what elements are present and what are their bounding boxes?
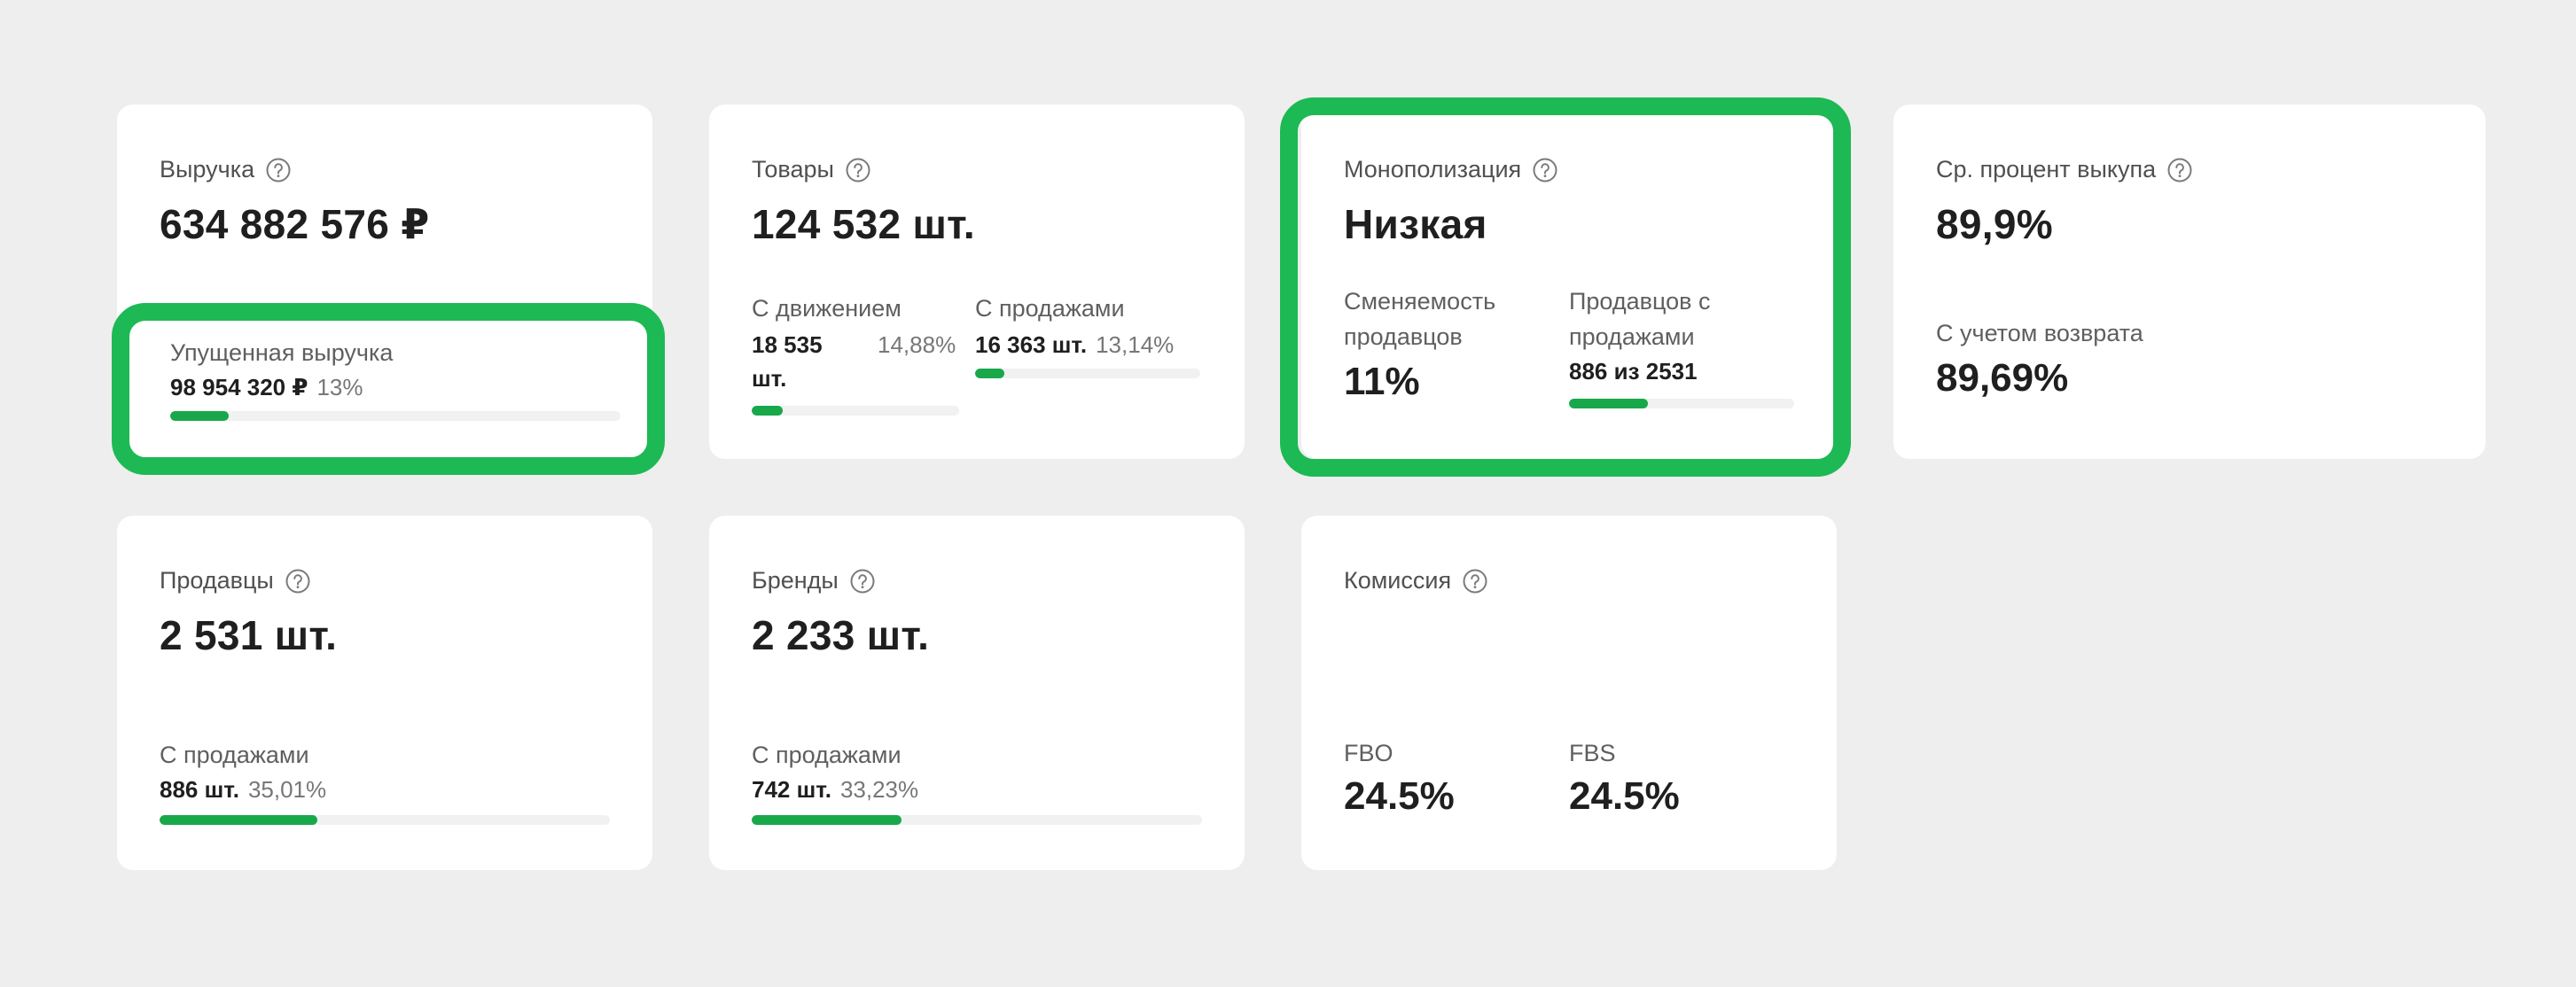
commission-title: Комиссия — [1344, 567, 1452, 594]
commission-card: Комиссия FBO 24.5% FBS 24.5% — [1301, 516, 1837, 870]
revenue-value: 634 882 576 ₽ — [160, 201, 430, 247]
help-icon[interactable] — [285, 568, 311, 595]
sellers-title-row: Продавцы — [160, 567, 311, 595]
revenue-title-row: Выручка — [160, 156, 292, 183]
goods-title-row: Товары — [752, 156, 871, 183]
brands-card: Бренды 2 233 шт. С продажами 742 шт. 33,2… — [709, 516, 1245, 870]
goods-sales-progress — [975, 369, 1200, 378]
goods-value: 124 532 шт. — [752, 201, 975, 247]
lost-revenue-value: 98 954 320 ₽ — [170, 374, 308, 400]
brands-sales-pct: 33,23% — [839, 776, 919, 803]
brands-value: 2 233 шт. — [752, 612, 930, 658]
goods-movement-value: 18 535 — [752, 331, 823, 358]
goods-card: Товары 124 532 шт. С движением 18 535 14… — [709, 105, 1245, 459]
brands-sales-label: С продажами — [752, 742, 902, 768]
goods-sales-pct: 13,14% — [1096, 331, 1175, 358]
turnover-label-line1: Сменяемость — [1344, 288, 1496, 315]
help-icon[interactable] — [849, 568, 876, 595]
turnover-label-line2: продавцов — [1344, 323, 1463, 350]
commission-fbo-value: 24.5% — [1344, 774, 1455, 818]
monopoly-value: Низкая — [1344, 201, 1487, 247]
help-icon[interactable] — [2166, 157, 2193, 183]
sellers-with-sales-label-line1: Продавцов с — [1569, 288, 1711, 315]
brands-sales-value: 742 шт. — [752, 776, 831, 803]
lost-revenue-label: Упущенная выручка — [170, 339, 394, 366]
buyout-card: Ср. процент выкупа 89,9% С учетом возвра… — [1893, 105, 2486, 459]
commission-title-row: Комиссия — [1344, 567, 1488, 595]
brands-sales-progress-fill — [752, 815, 902, 825]
commission-fbo-label: FBO — [1344, 740, 1393, 766]
sellers-with-sales-progress — [1569, 399, 1794, 408]
sellers-sales-pct: 35,01% — [247, 776, 327, 803]
goods-sales-label: С продажами — [975, 295, 1125, 322]
sellers-sales-label: С продажами — [160, 742, 309, 768]
goods-movement-label: С движением — [752, 295, 902, 322]
help-icon[interactable] — [1532, 157, 1558, 183]
sellers-sales-line: 886 шт. 35,01% — [160, 776, 326, 804]
buyout-returns-label: С учетом возврата — [1936, 320, 2143, 346]
monopoly-card: Монополизация Низкая Сменяемость продавц… — [1301, 105, 1837, 459]
lost-revenue-progress — [170, 411, 621, 421]
brands-title-row: Бренды — [752, 567, 876, 595]
goods-movement-progress — [752, 406, 959, 416]
lost-revenue-progress-fill — [170, 411, 230, 421]
goods-movement-progress-fill — [752, 406, 783, 416]
goods-movement-unit: шт. — [752, 365, 787, 392]
buyout-title: Ср. процент выкупа — [1936, 156, 2157, 183]
monopoly-title: Монополизация — [1344, 156, 1522, 183]
sellers-with-sales-progress-fill — [1569, 399, 1648, 408]
sellers-sales-value: 886 шт. — [160, 776, 239, 803]
monopoly-title-row: Монополизация — [1344, 156, 1558, 183]
help-icon[interactable] — [1462, 568, 1488, 595]
lost-revenue-highlight: Упущенная выручка 98 954 320 ₽ 13% — [112, 303, 665, 475]
revenue-title: Выручка — [160, 156, 255, 183]
sellers-with-sales-value: 886 из 2531 — [1569, 358, 1698, 385]
sellers-with-sales-label-line2: продажами — [1569, 323, 1695, 350]
turnover-value: 11% — [1344, 360, 1420, 403]
buyout-value: 89,9% — [1936, 201, 2053, 247]
sellers-card: Продавцы 2 531 шт. С продажами 886 шт. 35… — [117, 516, 652, 870]
goods-sales-line: 16 363 шт. 13,14% — [975, 331, 1174, 359]
lost-revenue-pct: 13% — [316, 374, 363, 400]
buyout-returns-value: 89,69% — [1936, 356, 2069, 400]
goods-title: Товары — [752, 156, 834, 183]
help-icon[interactable] — [265, 157, 292, 183]
brands-title: Бренды — [752, 567, 839, 594]
sellers-sales-progress — [160, 815, 610, 825]
goods-movement-pct: 14,88% — [878, 331, 956, 358]
sellers-value: 2 531 шт. — [160, 612, 338, 658]
buyout-title-row: Ср. процент выкупа — [1936, 156, 2193, 183]
sellers-title: Продавцы — [160, 567, 274, 594]
goods-sales-progress-fill — [975, 369, 1005, 378]
sellers-sales-progress-fill — [160, 815, 317, 825]
brands-sales-progress — [752, 815, 1202, 825]
help-icon[interactable] — [845, 157, 871, 183]
lost-revenue-line: 98 954 320 ₽ 13% — [170, 374, 363, 401]
commission-fbs-value: 24.5% — [1569, 774, 1680, 818]
commission-fbs-label: FBS — [1569, 740, 1616, 766]
goods-sales-value: 16 363 шт. — [975, 331, 1088, 358]
brands-sales-line: 742 шт. 33,23% — [752, 776, 918, 804]
